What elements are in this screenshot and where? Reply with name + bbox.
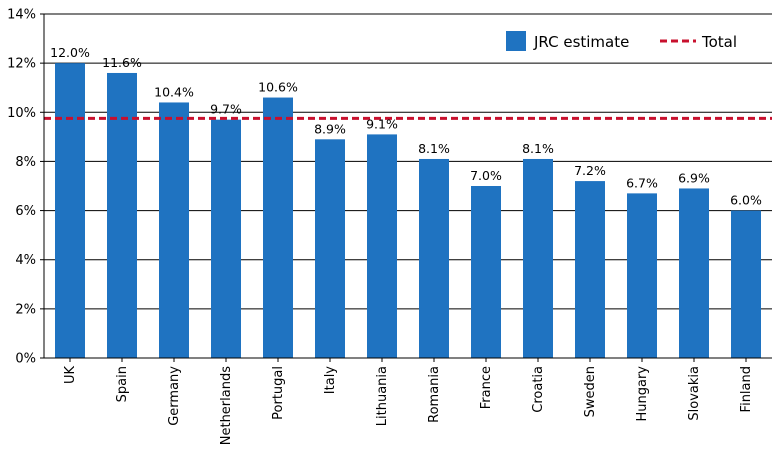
x-tick-label: France <box>479 366 494 409</box>
legend-swatch-jrc-estimate <box>506 31 526 51</box>
data-label: 8.1% <box>522 141 554 156</box>
data-label: 6.0% <box>730 193 762 208</box>
y-tick-label: 8% <box>15 155 36 170</box>
x-tick-label: Croatia <box>531 366 546 413</box>
data-label: 12.0% <box>50 45 90 60</box>
bars-group <box>55 63 761 359</box>
x-tick-label: UK <box>63 366 78 385</box>
legend: JRC estimate Total <box>506 31 737 51</box>
x-tick-label: Finland <box>739 366 754 412</box>
y-tick-label: 12% <box>7 57 36 72</box>
bar-france <box>471 186 501 358</box>
data-label: 6.7% <box>626 175 658 190</box>
bar-hungary <box>627 193 657 358</box>
x-tick-label: Lithuania <box>375 366 390 426</box>
x-tick-label: Spain <box>115 366 130 402</box>
y-axis: 0% 2% 4% 6% 8% 10% 12% 14% <box>7 8 45 367</box>
x-tick-label: Portugal <box>271 366 286 420</box>
legend-label-total: Total <box>701 33 737 51</box>
data-label: 7.2% <box>574 163 606 178</box>
x-axis: UK Spain Germany Netherlands Portugal Italy Li… <box>44 357 772 445</box>
data-label: 11.6% <box>102 55 142 70</box>
x-tick-label: Slovakia <box>687 366 702 421</box>
x-tick-label: Germany <box>167 366 182 426</box>
bar-spain <box>107 72 137 358</box>
bar-lithuania <box>367 134 397 358</box>
y-tick-label: 0% <box>15 352 36 367</box>
y-tick-label: 10% <box>7 106 36 121</box>
bar-slovakia <box>679 188 709 358</box>
x-tick-label: Sweden <box>583 366 598 417</box>
x-tick-label: Romania <box>427 366 442 423</box>
data-label: 7.0% <box>470 168 502 183</box>
bar-uk <box>55 63 85 359</box>
data-label: 8.9% <box>314 121 346 136</box>
bar-croatia <box>523 158 553 358</box>
y-tick-label: 4% <box>15 253 36 268</box>
y-tick-label: 14% <box>7 8 36 23</box>
data-label: 10.4% <box>154 84 194 99</box>
data-labels: 12.0% 11.6% 10.4% 9.7% 10.6% 8.9% 9.1% 8.1% 7.0%… <box>50 45 762 207</box>
x-tick-label: Netherlands <box>219 366 234 445</box>
bar-netherlands <box>211 119 241 359</box>
bar-portugal <box>263 97 293 359</box>
bar-romania <box>419 158 449 358</box>
bar-italy <box>315 139 345 358</box>
data-label: 8.1% <box>418 141 450 156</box>
x-tick-label: Hungary <box>635 366 650 422</box>
bar-germany <box>159 102 189 358</box>
bar-sweden <box>575 181 605 358</box>
legend-label-jrc-estimate: JRC estimate <box>533 33 629 51</box>
bar-finland <box>731 210 761 358</box>
x-tick-label: Italy <box>323 366 338 395</box>
data-label: 9.7% <box>210 102 242 117</box>
y-tick-label: 2% <box>15 302 36 317</box>
data-label: 9.1% <box>366 116 398 131</box>
y-tick-label: 6% <box>15 204 36 219</box>
data-label: 10.6% <box>258 80 298 95</box>
grid-lines <box>44 13 772 310</box>
data-label: 6.9% <box>678 170 710 185</box>
